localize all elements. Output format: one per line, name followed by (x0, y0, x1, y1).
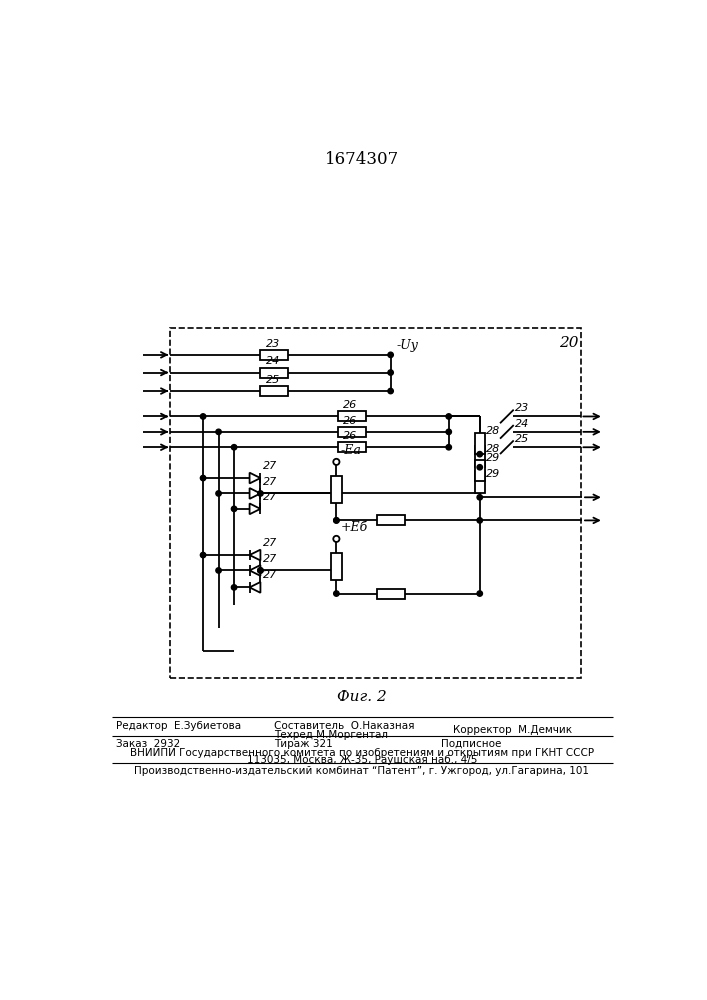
Text: 113035, Москва, Ж-35, Раушская наб., 4/5: 113035, Москва, Ж-35, Раушская наб., 4/5 (247, 755, 477, 765)
Text: 27: 27 (263, 492, 277, 502)
Polygon shape (250, 550, 260, 560)
Text: ВНИИПИ Государственного комитета по изобретениям и открытиям при ГКНТ СССР: ВНИИПИ Государственного комитета по изоб… (130, 748, 594, 758)
Bar (474, 446, 485, 467)
Text: 28: 28 (486, 444, 500, 454)
Bar (331, 476, 341, 503)
Circle shape (200, 414, 206, 419)
Polygon shape (250, 488, 260, 499)
Circle shape (231, 506, 237, 512)
Text: 23: 23 (266, 339, 280, 349)
Text: Фиг. 2: Фиг. 2 (337, 690, 387, 704)
Text: 28: 28 (486, 426, 500, 436)
Text: 26: 26 (343, 431, 358, 441)
Circle shape (216, 491, 221, 496)
Text: 20: 20 (559, 336, 578, 350)
Polygon shape (250, 473, 260, 483)
Circle shape (388, 352, 393, 358)
Bar (170, 328, 580, 678)
Circle shape (477, 495, 482, 500)
Text: 23: 23 (515, 403, 529, 413)
Bar (474, 460, 485, 481)
Text: 29: 29 (486, 469, 500, 479)
Circle shape (216, 568, 221, 573)
Text: 29: 29 (486, 453, 500, 463)
Text: 24: 24 (515, 419, 529, 429)
Circle shape (446, 429, 452, 435)
Circle shape (477, 451, 482, 457)
Bar (377, 515, 404, 525)
Bar (331, 553, 341, 580)
Bar (338, 427, 366, 437)
Circle shape (258, 491, 263, 496)
Text: 26: 26 (343, 400, 358, 410)
Circle shape (334, 591, 339, 596)
Bar (338, 411, 366, 421)
Text: Подписное: Подписное (441, 739, 501, 749)
Circle shape (200, 552, 206, 558)
Circle shape (231, 585, 237, 590)
Polygon shape (250, 582, 260, 593)
Circle shape (477, 518, 482, 523)
Bar (377, 589, 404, 599)
Bar (338, 442, 366, 452)
Circle shape (200, 475, 206, 481)
Text: 27: 27 (263, 538, 277, 548)
Text: +Eб: +Eб (340, 521, 368, 534)
Circle shape (388, 388, 393, 394)
Text: 24: 24 (266, 356, 280, 366)
Bar (260, 368, 288, 378)
Text: 25: 25 (515, 434, 529, 444)
Text: 26: 26 (343, 416, 358, 426)
Circle shape (477, 465, 482, 470)
Circle shape (446, 445, 452, 450)
Text: Техред М.Моргентал: Техред М.Моргентал (274, 730, 388, 740)
Circle shape (334, 518, 339, 523)
Bar (260, 386, 288, 396)
Text: Корректор  М.Демчик: Корректор М.Демчик (452, 725, 572, 735)
Bar (260, 350, 288, 360)
Text: Производственно-издательский комбинат “Патент”, г. Ужгород, ул.Гагарина, 101: Производственно-издательский комбинат “П… (134, 766, 590, 776)
Circle shape (258, 568, 263, 573)
Text: Тираж 321: Тираж 321 (274, 739, 333, 749)
Text: Составитель  О.Наказная: Составитель О.Наказная (274, 721, 415, 731)
Circle shape (446, 414, 452, 419)
Circle shape (231, 445, 237, 450)
Circle shape (388, 370, 393, 375)
Text: -Uу: -Uу (397, 339, 419, 352)
Text: 25: 25 (266, 375, 280, 385)
Text: 27: 27 (263, 461, 277, 471)
Text: Заказ  2932: Заказ 2932 (115, 739, 180, 749)
Circle shape (477, 591, 482, 596)
Circle shape (216, 429, 221, 435)
Text: 27: 27 (263, 477, 277, 487)
Text: 27: 27 (263, 570, 277, 580)
Polygon shape (250, 503, 260, 514)
Bar (474, 433, 485, 454)
Polygon shape (250, 565, 260, 576)
Bar (474, 471, 485, 493)
Circle shape (258, 568, 263, 573)
Text: 1674307: 1674307 (325, 151, 399, 168)
Text: 27: 27 (263, 554, 277, 564)
Circle shape (334, 518, 339, 523)
Text: -Eа: -Eа (340, 444, 361, 457)
Text: Редактор  Е.Зубиетова: Редактор Е.Зубиетова (115, 721, 240, 731)
